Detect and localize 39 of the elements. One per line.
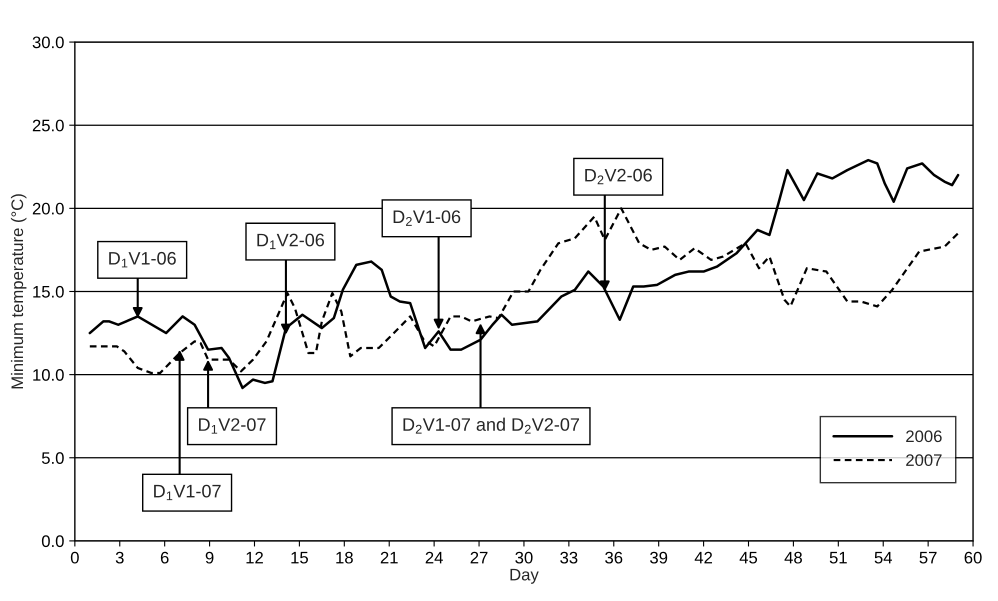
x-tick-label: 12 — [246, 552, 263, 564]
x-tick-label: 45 — [740, 552, 758, 564]
x-tick-label: 9 — [206, 552, 214, 564]
x-tick-label: 54 — [874, 552, 892, 564]
x-tick-label: 18 — [336, 552, 353, 564]
legend-label: 2006 — [906, 430, 942, 442]
y-tick-label: 10.0 — [33, 369, 64, 381]
y-tick-label: 25.0 — [32, 120, 64, 132]
y-tick-label: 20.0 — [32, 202, 64, 215]
annotation: D$_{1}$V1-06 — [109, 252, 176, 268]
x-axis-title: Day — [510, 568, 539, 584]
annotation: D$_{2}$V1-07 and D$_{2}$V2-07 — [403, 418, 580, 434]
annotation: D$_{2}$V2-06 — [585, 168, 652, 184]
y-axis-title: Minimum temperature (°C) — [10, 194, 26, 388]
y-tick-label: 15.0 — [33, 286, 64, 298]
x-tick-label: 36 — [605, 552, 622, 564]
x-tick-label: 39 — [650, 552, 668, 564]
y-tick-label: 0.0 — [42, 535, 64, 548]
x-tick-label: 21 — [380, 552, 398, 564]
y-tick-label: 5.0 — [42, 452, 64, 464]
x-tick-label: 60 — [964, 552, 982, 564]
x-tick-label: 24 — [426, 552, 443, 564]
x-tick-label: 0 — [70, 552, 79, 564]
x-tick-label: 27 — [470, 552, 488, 564]
x-tick-label: 6 — [160, 552, 169, 564]
annotation: D$_{2}$V1-06 — [394, 210, 460, 226]
legend-label: 2007 — [906, 454, 942, 466]
annotation: D$_{1}$V2-06 — [257, 234, 324, 250]
x-tick-label: 33 — [560, 552, 578, 564]
x-tick-label: 15 — [291, 552, 308, 564]
x-tick-label: 30 — [515, 552, 533, 564]
annotation: D$_{1}$V2-07 — [199, 418, 266, 434]
x-tick-label: 42 — [694, 552, 712, 564]
y-tick-label: 30.0 — [32, 36, 64, 48]
x-tick-label: 48 — [784, 552, 802, 564]
x-tick-label: 57 — [920, 552, 937, 564]
x-tick-label: 3 — [116, 552, 124, 564]
annotation: D$_{1}$V1-07 — [154, 484, 221, 500]
x-tick-label: 51 — [830, 552, 847, 564]
